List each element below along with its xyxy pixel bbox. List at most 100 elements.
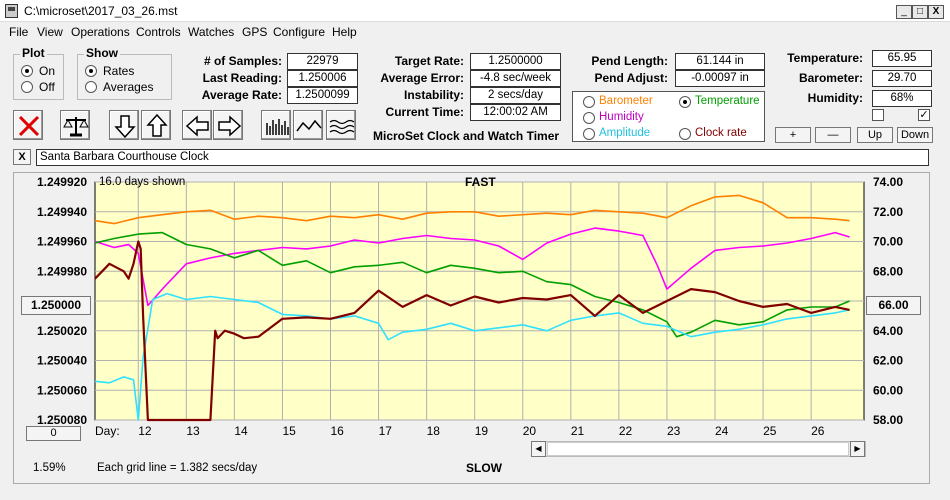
x-tick-label: 18 bbox=[427, 424, 441, 438]
average-error-value: -4.8 sec/week bbox=[470, 70, 561, 87]
plot-on-radio[interactable] bbox=[21, 65, 33, 77]
scrollbar-thumb[interactable] bbox=[547, 442, 849, 456]
y-left-tick-label: 1.249920 bbox=[37, 175, 87, 189]
y-right-tick-label: 62.00 bbox=[873, 354, 903, 368]
app-title: MicroSet Clock and Watch Timer bbox=[373, 129, 560, 143]
clock-rate-series-line bbox=[94, 240, 850, 422]
arrow-up-icon bbox=[146, 113, 168, 137]
histogram-button[interactable] bbox=[261, 110, 291, 140]
sensor-options-panel bbox=[572, 91, 765, 142]
temperature-radio[interactable] bbox=[679, 96, 691, 108]
menu-controls[interactable]: Controls bbox=[136, 25, 181, 39]
y-right-tick-label: 68.00 bbox=[873, 264, 903, 278]
left-center-value-button[interactable]: 1.250000 bbox=[21, 296, 91, 315]
pend-adjust-value: -0.00097 in bbox=[675, 70, 765, 87]
menu-operations[interactable]: Operations bbox=[71, 25, 130, 39]
right-arrow-button[interactable] bbox=[213, 110, 243, 140]
clock-rate-radio[interactable] bbox=[679, 128, 691, 140]
x-tick-label: 12 bbox=[138, 424, 152, 438]
humidity-label: Humidity: bbox=[807, 91, 863, 105]
show-averages-label: Averages bbox=[103, 80, 154, 94]
pend-length-label: Pend Length: bbox=[591, 54, 668, 68]
scroll-right-button[interactable]: ▶ bbox=[850, 441, 865, 457]
scroll-left-button[interactable]: ◀ bbox=[531, 441, 546, 457]
pend-adjust-label: Pend Adjust: bbox=[594, 71, 668, 85]
show-group-title: Show bbox=[84, 46, 120, 60]
y-right-tick-label: 60.00 bbox=[873, 383, 903, 397]
barometer-option-label: Barometer bbox=[599, 95, 653, 107]
chart-title-fast: FAST bbox=[465, 175, 496, 189]
chart-bottom-slow: SLOW bbox=[466, 461, 502, 475]
scale-up-button[interactable]: Up bbox=[857, 127, 893, 143]
clock-name-field[interactable]: Santa Barbara Courthouse Clock bbox=[36, 149, 929, 166]
scale-plus-button[interactable]: + bbox=[775, 127, 811, 143]
app-icon[interactable] bbox=[5, 4, 18, 18]
y-right-tick-label: 72.00 bbox=[873, 205, 903, 219]
up-arrow-button[interactable] bbox=[141, 110, 171, 140]
down-arrow-button[interactable] bbox=[109, 110, 139, 140]
title-bar: C:\microset\2017_03_26.mst _ □ X bbox=[0, 0, 950, 22]
samples-label: # of Samples: bbox=[203, 54, 282, 68]
amplitude-radio[interactable] bbox=[583, 128, 595, 140]
minimize-button[interactable]: _ bbox=[896, 5, 912, 19]
show-averages-radio[interactable] bbox=[85, 81, 97, 93]
last-reading-label: Last Reading: bbox=[202, 71, 282, 85]
current-time-value: 12:00:02 AM bbox=[470, 104, 561, 121]
x-tick-label: 22 bbox=[619, 424, 633, 438]
plot-off-label: Off bbox=[39, 80, 55, 94]
humidity-series-line bbox=[94, 227, 850, 307]
zero-button[interactable]: 0 bbox=[26, 426, 81, 441]
close-button[interactable]: X bbox=[928, 5, 944, 19]
target-rate-value[interactable]: 1.2500000 bbox=[470, 53, 561, 70]
balance-button[interactable] bbox=[60, 110, 90, 140]
clock-rate-option-label: Clock rate bbox=[695, 127, 747, 139]
scale-down-button[interactable]: Down bbox=[897, 127, 933, 143]
last-reading-value: 1.250006 bbox=[287, 70, 358, 87]
target-rate-label: Target Rate: bbox=[394, 54, 464, 68]
menu-file[interactable]: File bbox=[9, 25, 29, 39]
y-right-tick-label: 64.00 bbox=[873, 324, 903, 338]
ripple-icon bbox=[329, 119, 355, 135]
plot-off-radio[interactable] bbox=[21, 81, 33, 93]
show-rates-label: Rates bbox=[103, 64, 135, 78]
barometer-series-line bbox=[94, 194, 850, 225]
plot-group-title: Plot bbox=[20, 46, 47, 60]
stop-button[interactable] bbox=[13, 110, 43, 140]
window-title: C:\microset\2017_03_26.mst bbox=[24, 4, 178, 18]
y-right-tick-label: 70.00 bbox=[873, 235, 903, 249]
average-error-label: Average Error: bbox=[380, 71, 464, 85]
menu-help[interactable]: Help bbox=[332, 25, 357, 39]
pend-length-value[interactable]: 61.144 in bbox=[675, 53, 765, 70]
y-left-tick-label: 1.249960 bbox=[37, 235, 87, 249]
barometer-label: Barometer: bbox=[798, 71, 863, 85]
option-checkbox-2[interactable]: ✓ bbox=[918, 109, 930, 121]
barometer-radio[interactable] bbox=[583, 96, 595, 108]
menu-gps[interactable]: GPS bbox=[242, 25, 268, 39]
temperature-label: Temperature: bbox=[787, 51, 863, 65]
x-tick-label: 13 bbox=[186, 424, 200, 438]
option-checkbox-1[interactable] bbox=[872, 109, 884, 121]
right-center-value-button[interactable]: 66.00 bbox=[866, 296, 921, 315]
maximize-button[interactable]: □ bbox=[912, 5, 928, 19]
show-rates-radio[interactable] bbox=[85, 65, 97, 77]
menu-view[interactable]: View bbox=[37, 25, 63, 39]
smooth-button[interactable] bbox=[326, 110, 356, 140]
rate-chart: 1.249920 74.00 1.249940 72.00 1.249960 70.00 1… bbox=[37, 175, 903, 438]
x-tick-label: 19 bbox=[475, 424, 489, 438]
menu-watches[interactable]: Watches bbox=[188, 25, 235, 39]
y-left-tick-label: 1.250060 bbox=[37, 383, 87, 397]
histogram-icon bbox=[266, 119, 289, 135]
clock-name-close-button[interactable]: X bbox=[13, 149, 31, 165]
left-arrow-button[interactable] bbox=[182, 110, 212, 140]
grid-note: Each grid line = 1.382 secs/day bbox=[97, 462, 258, 474]
x-tick-label: 15 bbox=[282, 424, 296, 438]
humidity-radio[interactable] bbox=[583, 112, 595, 124]
temperature-option-label: Temperature bbox=[695, 95, 760, 107]
scale-minus-button[interactable]: — bbox=[815, 127, 851, 143]
arrow-left-icon bbox=[185, 115, 209, 137]
y-left-tick-label: 1.250040 bbox=[37, 354, 87, 368]
humidity-option-label: Humidity bbox=[599, 111, 644, 123]
instability-label: Instability: bbox=[403, 88, 464, 102]
wave-button[interactable] bbox=[293, 110, 323, 140]
menu-configure[interactable]: Configure bbox=[273, 25, 326, 39]
